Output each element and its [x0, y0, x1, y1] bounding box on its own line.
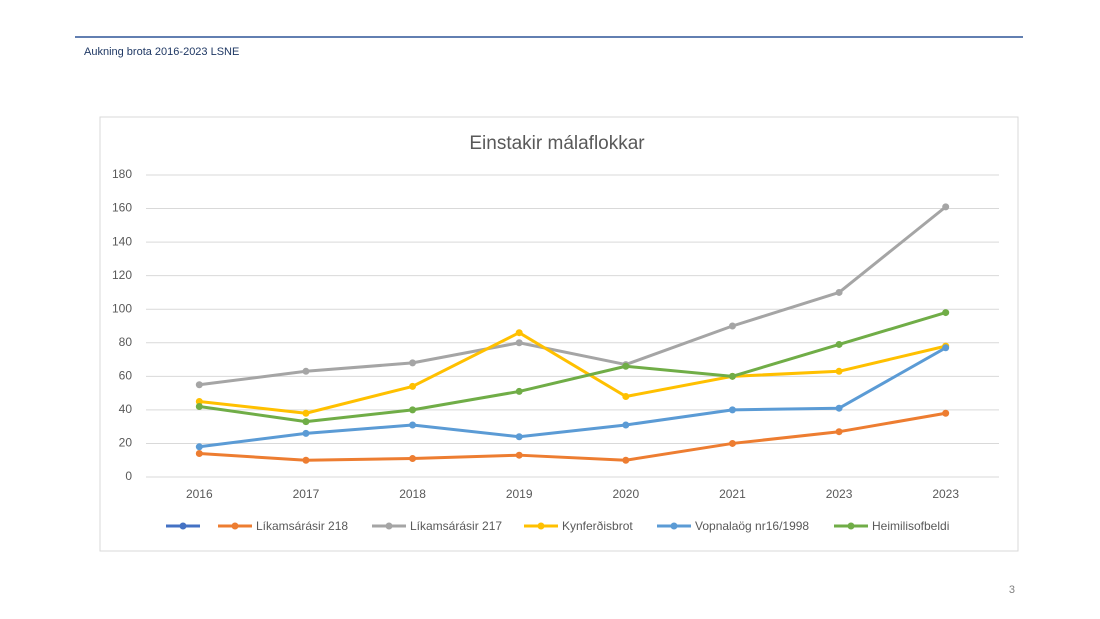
legend-label: Líkamsárásir 218: [256, 519, 348, 533]
x-tick-label: 2023: [826, 487, 853, 501]
x-tick-label: 2021: [719, 487, 746, 501]
point: [302, 429, 310, 437]
point: [728, 406, 736, 414]
y-tick-label: 60: [119, 369, 133, 383]
legend-label: Kynferðisbrot: [562, 519, 633, 533]
x-tick-label: 2023: [932, 487, 959, 501]
plot: 0 20 40 60 80 100 120 140 160 180 2016 2017 2018 2019…: [112, 167, 999, 533]
legend-marker: [179, 522, 187, 530]
point: [622, 362, 630, 370]
series-line: [199, 331, 947, 415]
y-tick-label: 140: [112, 234, 132, 248]
x-tick-label: 2020: [612, 487, 639, 501]
point: [302, 418, 310, 426]
legend-marker: [385, 522, 393, 530]
series-line: [199, 411, 946, 462]
legend-marker: [231, 522, 239, 530]
series-line: [199, 311, 947, 424]
point: [515, 339, 523, 347]
point: [302, 409, 310, 417]
point: [195, 450, 203, 458]
point: [835, 288, 843, 296]
legend-marker: [537, 522, 545, 530]
point: [409, 421, 417, 429]
x-tick-label: 2019: [506, 487, 533, 501]
point: [409, 455, 417, 463]
y-tick-label: 20: [119, 436, 133, 450]
point: [409, 382, 417, 390]
series-line: [199, 205, 947, 387]
point: [302, 456, 310, 464]
y-tick-label: 40: [119, 402, 133, 416]
point: [835, 340, 843, 348]
chart-frame: [99, 116, 1019, 552]
legend-label: Vopnalaög nr16/1998: [695, 519, 809, 533]
point: [515, 451, 523, 459]
point: [195, 403, 203, 411]
point: [515, 387, 523, 395]
point: [515, 433, 523, 441]
point: [835, 367, 843, 375]
legend-marker: [670, 522, 678, 530]
point: [728, 439, 736, 447]
y-tick-label: 120: [112, 268, 132, 282]
point: [195, 398, 203, 405]
x-tick-label: 2018: [399, 487, 426, 501]
point: [515, 329, 523, 337]
series-line: [199, 346, 947, 449]
point: [622, 421, 630, 429]
legend-marker: [847, 522, 855, 530]
point: [728, 322, 736, 330]
point: [942, 203, 950, 211]
point: [195, 443, 203, 451]
y-tick-label: 0: [125, 469, 132, 483]
chart-title: Einstakir málaflokkar: [469, 133, 645, 154]
legend-label: Heimilisofbeldi: [872, 519, 949, 533]
point: [622, 456, 630, 464]
x-tick-label: 2016: [186, 487, 213, 501]
point: [835, 428, 843, 436]
y-tick-label: 80: [119, 335, 133, 349]
x-tick-label: 2017: [293, 487, 320, 501]
point: [942, 409, 950, 417]
legend-label: Líkamsárásir 217: [410, 519, 502, 533]
point: [409, 359, 417, 367]
point: [622, 392, 630, 400]
point: [195, 381, 203, 389]
y-tick-label: 160: [112, 201, 132, 215]
point: [728, 372, 736, 380]
point: [942, 344, 950, 352]
y-tick-label: 100: [112, 301, 132, 315]
point: [409, 406, 417, 414]
point: [835, 404, 843, 412]
y-tick-label: 180: [112, 167, 132, 181]
point: [302, 367, 310, 375]
slide-title: Aukning brota 2016-2023 LSNE: [84, 46, 239, 58]
point: [942, 309, 950, 317]
page-number: 3: [1009, 584, 1015, 596]
